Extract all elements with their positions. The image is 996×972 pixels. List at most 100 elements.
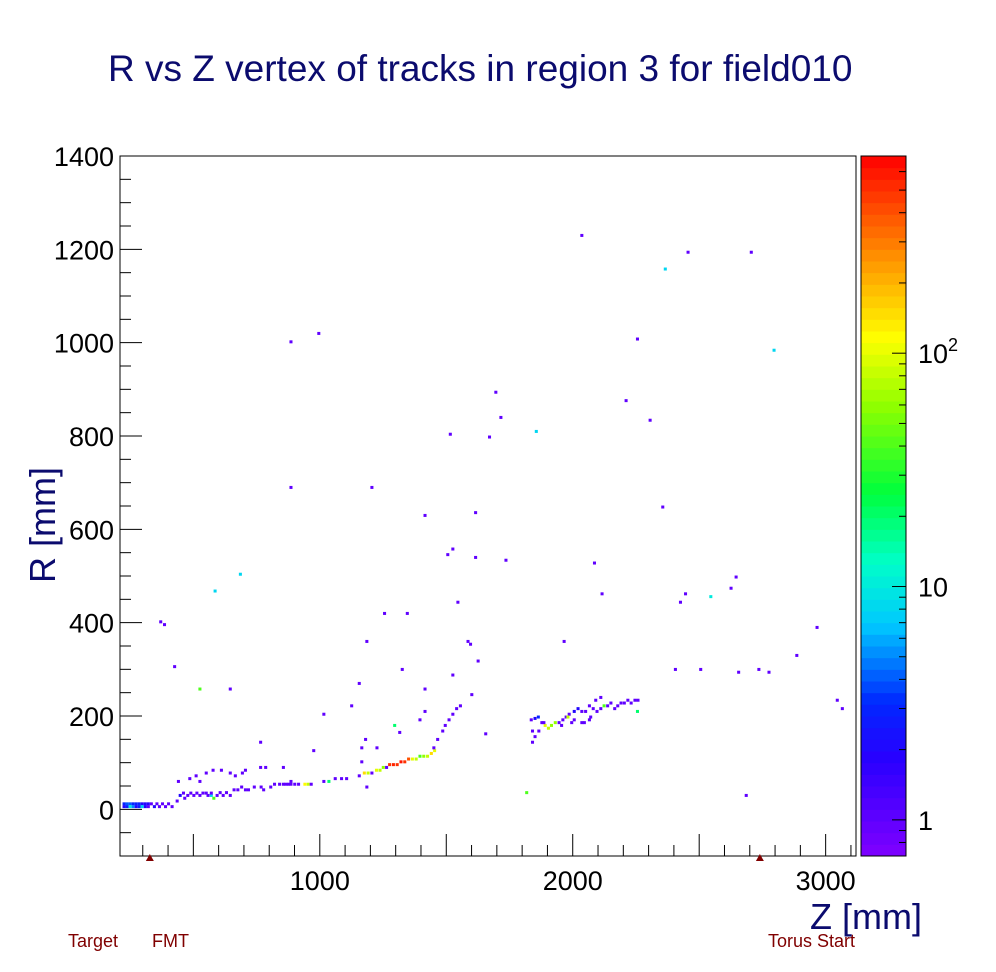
heatmap-bin — [572, 718, 576, 722]
y-axis-label: R [mm] — [22, 467, 63, 583]
heatmap-bin — [134, 802, 138, 806]
heatmap-bin — [429, 751, 433, 755]
colorbar-border — [860, 155, 907, 857]
heatmap-bin — [233, 774, 237, 778]
colorbar-segment — [861, 552, 906, 565]
heatmap-bin — [228, 771, 232, 775]
heatmap-bin — [209, 791, 213, 795]
heatmap-bin — [189, 791, 193, 795]
heatmap-bin — [122, 802, 126, 806]
heatmap-bin — [195, 791, 199, 795]
heatmap-bin — [443, 723, 447, 727]
heatmap-bin — [238, 572, 242, 576]
heatmap-bin — [264, 765, 268, 769]
colorbar-segment — [861, 716, 906, 729]
heatmap-bin — [540, 721, 544, 725]
heatmap-bin — [564, 715, 568, 719]
colorbar-segment — [861, 482, 906, 495]
heatmap-bin — [152, 805, 156, 809]
heatmap-bin — [143, 805, 147, 809]
heatmap-bin — [686, 250, 690, 254]
heatmap-bin — [595, 709, 599, 713]
heatmap-bin — [198, 793, 202, 797]
heatmap-bin — [215, 793, 219, 797]
heatmap-bin — [281, 782, 285, 786]
heatmap-bin — [599, 695, 603, 699]
colorbar-segment — [861, 342, 906, 355]
heatmap-bin — [441, 729, 445, 733]
heatmap-bin — [278, 782, 282, 786]
heatmap-bin — [446, 553, 450, 557]
heatmap-bin — [167, 802, 171, 806]
heatmap-bin — [178, 793, 182, 797]
heatmap-bin — [259, 765, 263, 769]
heatmap-bin — [134, 805, 138, 809]
heatmap-bin — [684, 592, 688, 596]
colorbar-segment — [861, 506, 906, 519]
heatmap-bin — [629, 701, 633, 705]
heatmap-bin — [204, 771, 208, 775]
heatmap-bin — [240, 785, 244, 789]
colorbar-segment — [861, 634, 906, 647]
heatmap-bin — [566, 715, 570, 719]
heatmap-bin — [160, 802, 165, 806]
heatmap-bin — [131, 805, 135, 809]
colorbar-segment — [861, 354, 906, 367]
heatmap-bin — [209, 793, 213, 797]
heatmap-bin — [549, 723, 554, 727]
colorbar-segment — [861, 809, 906, 822]
heatmap-bin — [557, 721, 561, 725]
colorbar-tick-label: 1 — [918, 806, 933, 836]
heatmap-bin — [599, 707, 603, 711]
heatmap-bin — [546, 726, 550, 730]
heatmap-bin — [606, 704, 610, 708]
heatmap-bin — [795, 653, 799, 657]
heatmap-bin — [474, 555, 478, 559]
heatmap-bin — [749, 250, 753, 254]
heatmap-bin — [661, 505, 665, 509]
colorbar-segment — [861, 541, 906, 554]
heatmap-bin — [567, 712, 571, 716]
heatmap-bin — [122, 805, 126, 809]
colorbar-segment — [861, 366, 906, 379]
plot-frame — [119, 155, 857, 857]
heatmap-bin — [181, 791, 186, 795]
heatmap-bin — [374, 768, 378, 772]
heatmap-bin — [252, 785, 256, 789]
heatmap-bin — [128, 802, 132, 806]
heatmap-bin — [448, 432, 452, 436]
colorbar-segment — [861, 401, 906, 414]
colorbar-segment — [861, 832, 906, 845]
colorbar-segment — [861, 494, 906, 507]
heatmap-bin — [381, 765, 385, 769]
colorbar-segment — [861, 237, 906, 250]
heatmap-bin — [484, 732, 488, 736]
heatmap-bin — [360, 746, 364, 750]
colorbar-segment — [861, 646, 906, 659]
heatmap-bin — [494, 390, 498, 394]
colorbar-segment — [861, 797, 906, 810]
heatmap-bin — [312, 749, 316, 753]
heatmap-bin — [146, 802, 150, 806]
heatmap-bin — [284, 782, 288, 786]
heatmap-bin — [533, 716, 537, 720]
y-tick-label: 1200 — [54, 235, 114, 265]
annotation-markers — [145, 854, 764, 861]
colorbar-segment — [861, 389, 906, 402]
heatmap-bin — [218, 791, 222, 795]
heatmap-bin — [422, 754, 426, 758]
colorbar-segment — [861, 669, 906, 682]
heatmap-bin — [744, 793, 748, 797]
heatmap-bin — [624, 399, 628, 403]
colorbar-segment — [861, 307, 906, 320]
heatmap-bin — [423, 687, 427, 691]
heatmap-bin — [582, 721, 586, 725]
heatmap-bin — [146, 805, 150, 809]
heatmap-bin — [648, 418, 652, 422]
heatmap-bin — [143, 802, 147, 806]
heatmap-bin — [212, 796, 216, 800]
heatmap-bin — [221, 793, 225, 797]
heatmap-bin — [456, 600, 460, 604]
heatmap-bin — [236, 788, 240, 792]
heatmap-bin — [125, 805, 129, 809]
